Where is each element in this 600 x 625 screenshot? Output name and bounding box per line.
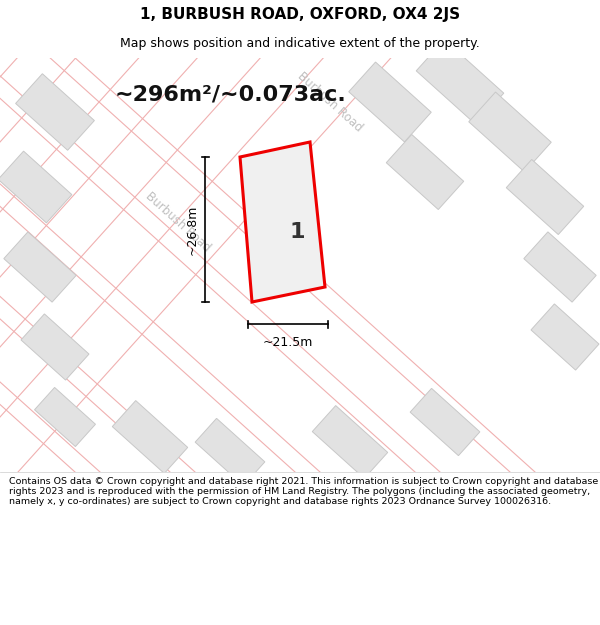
- Polygon shape: [21, 314, 89, 380]
- Text: Contains OS data © Crown copyright and database right 2021. This information is : Contains OS data © Crown copyright and d…: [9, 477, 598, 506]
- Text: ~26.8m: ~26.8m: [186, 204, 199, 255]
- Polygon shape: [112, 401, 188, 473]
- Polygon shape: [410, 388, 480, 456]
- Text: 1: 1: [289, 222, 305, 242]
- Text: Map shows position and indicative extent of the property.: Map shows position and indicative extent…: [120, 37, 480, 50]
- Polygon shape: [0, 151, 72, 223]
- Polygon shape: [349, 62, 431, 142]
- Polygon shape: [469, 92, 551, 172]
- Polygon shape: [386, 134, 464, 209]
- Text: Burbush Road: Burbush Road: [295, 69, 365, 134]
- Text: 1, BURBUSH ROAD, OXFORD, OX4 2JS: 1, BURBUSH ROAD, OXFORD, OX4 2JS: [140, 7, 460, 22]
- Polygon shape: [312, 406, 388, 478]
- Polygon shape: [416, 39, 504, 124]
- Polygon shape: [16, 74, 94, 150]
- Text: ~296m²/~0.073ac.: ~296m²/~0.073ac.: [115, 84, 347, 104]
- Polygon shape: [35, 388, 95, 446]
- Text: ~21.5m: ~21.5m: [263, 336, 313, 349]
- Polygon shape: [524, 232, 596, 302]
- Polygon shape: [531, 304, 599, 370]
- Polygon shape: [195, 418, 265, 486]
- Polygon shape: [506, 159, 584, 234]
- Text: Burbush Road: Burbush Road: [143, 189, 213, 254]
- Polygon shape: [240, 142, 325, 302]
- Polygon shape: [4, 232, 76, 302]
